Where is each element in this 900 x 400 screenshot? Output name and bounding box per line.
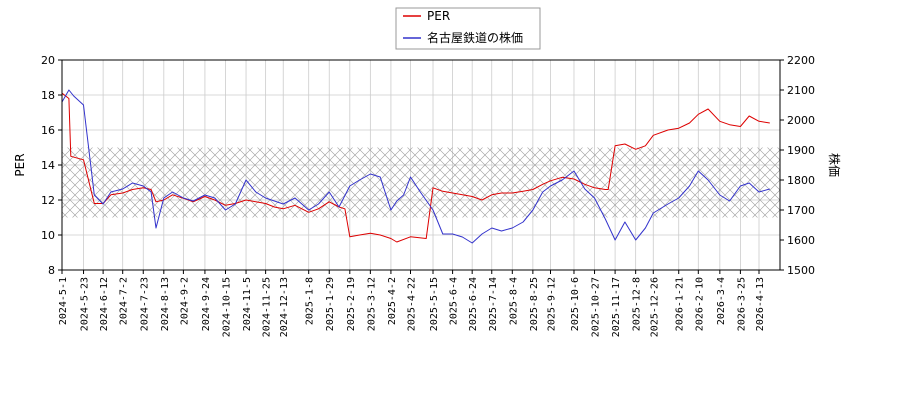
x-tick-label: 2025-1-29 [325,277,336,331]
right-axis-label: 株価 [827,153,842,177]
right-tick-label: 1500 [787,264,815,277]
x-tick-label: 2025-4-2 [387,277,398,325]
x-tick-label: 2026-3-25 [736,277,747,331]
legend-per-label: PER [427,9,450,23]
left-tick-label: 8 [48,264,55,277]
x-tick-label: 2024-5-23 [80,277,91,331]
x-tick-label: 2024-12-13 [279,277,290,337]
right-tick-label: 1800 [787,174,815,187]
x-tick-label: 2024-7-2 [119,277,130,325]
left-tick-label: 14 [41,159,55,172]
x-tick-label: 2026-2-10 [694,277,705,331]
right-tick-label: 1600 [787,234,815,247]
series-lines [62,89,770,244]
left-tick-label: 12 [41,194,55,207]
x-tick-label: 2025-8-25 [529,277,540,331]
x-tick-label: 2025-10-6 [570,277,581,331]
x-tick-label: 2025-7-14 [488,277,499,331]
x-tick-label: 2025-10-27 [591,277,602,337]
x-tick-label: 2025-12-8 [632,277,643,331]
left-tick-label: 10 [41,229,55,242]
x-tick-label: 2025-3-12 [366,277,377,331]
x-tick-label: 2026-1-21 [675,277,686,331]
right-tick-label: 1900 [787,144,815,157]
x-tick-label: 2025-5-15 [429,277,440,331]
x-tick-label: 2024-6-12 [99,277,110,331]
right-tick-label: 2000 [787,114,815,127]
hatched-band [62,147,780,218]
x-tick-label: 2025-11-17 [611,277,622,337]
right-axis-ticks: 1500 1600 1700 1800 1900 2000 2100 2200 [780,54,815,277]
x-tick-label: 2025-8-4 [508,277,519,325]
right-tick-label: 2200 [787,54,815,67]
left-tick-label: 20 [41,54,55,67]
x-tick-label: 2026-4-13 [755,277,766,331]
x-tick-label: 2025-2-19 [346,277,357,331]
left-tick-label: 18 [41,89,55,102]
x-tick-label: 2024-10-15 [221,277,232,337]
legend-price-label: 名古屋鉄道の株価 [427,30,523,45]
x-tick-label: 2025-9-12 [546,277,557,331]
x-tick-label: 2024-9-24 [201,277,212,331]
left-axis-ticks: 8 10 12 14 16 18 20 [41,54,62,277]
right-tick-label: 2100 [787,84,815,97]
legend-box [395,7,541,50]
x-tick-label: 2025-12-26 [649,277,660,337]
left-tick-label: 16 [41,124,55,137]
stock-price-line [62,89,770,244]
x-tick-label: 2024-5-1 [58,277,69,325]
x-tick-label: 2025-6-4 [449,277,460,325]
x-tick-label: 2024-11-25 [262,277,273,337]
x-tick-label: 2024-8-13 [160,277,171,331]
x-axis-ticks: 2024-5-1 2024-5-23 2024-6-12 2024-7-2 2024-7… [58,270,766,337]
legend: PER 名古屋鉄道の株価 [395,7,541,50]
x-tick-label: 2024-7-23 [139,277,150,331]
right-tick-label: 1700 [787,204,815,217]
left-axis-label: PER [13,153,27,176]
x-tick-label: 2025-4-22 [407,277,418,331]
x-tick-label: 2026-3-4 [716,277,727,325]
x-tick-label: 2024-11-5 [242,277,253,331]
per-line [62,92,770,243]
x-tick-label: 2024-9-2 [179,277,190,325]
x-tick-label: 2025-1-8 [305,277,316,325]
x-tick-label: 2025-6-24 [468,277,479,331]
